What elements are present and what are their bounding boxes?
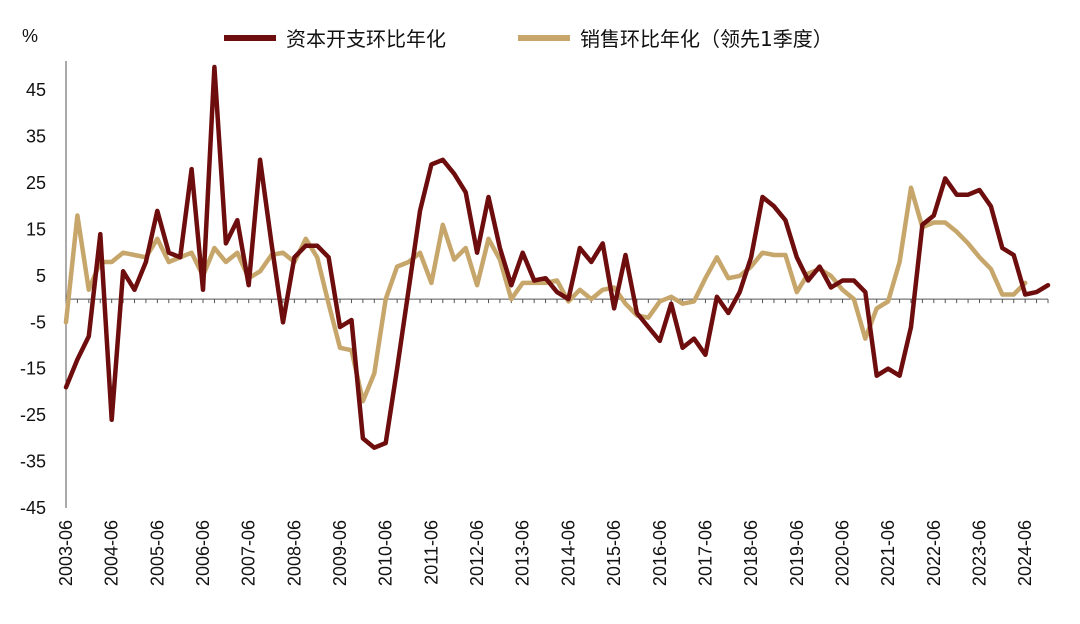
- series-line-capex: [63, 64, 1051, 450]
- x-axis: 2003-06 2004-06 2005-06 2006-06 2007-06 2008-…: [56, 298, 1049, 586]
- legend-label-sales: 销售环比年化（领先1季度）: [580, 27, 833, 51]
- x-tick-label: 2003-06: [56, 520, 76, 586]
- x-tick-label: 2004-06: [102, 520, 122, 586]
- y-tick-label: -5: [30, 312, 46, 332]
- x-tick-label: 2012-06: [467, 520, 487, 586]
- y-tick-label: -45: [20, 498, 46, 518]
- y-tick-label: -15: [20, 359, 46, 379]
- y-tick-label: -35: [20, 452, 46, 472]
- x-tick-label: 2013-06: [513, 520, 533, 586]
- x-tick-label: 2011-06: [421, 520, 441, 585]
- x-tick-label: 2019-06: [787, 520, 807, 586]
- x-tick-label: 2016-06: [650, 520, 670, 586]
- series-lines: [63, 64, 1051, 450]
- x-tick-label: 2010-06: [376, 520, 396, 586]
- legend-label-capex: 资本开支环比年化: [286, 27, 446, 51]
- x-tick-label: 2006-06: [193, 520, 213, 586]
- x-tick-label: 2007-06: [239, 520, 259, 586]
- x-tick-label: 2024-06: [1015, 520, 1035, 586]
- y-tick-label: 35: [26, 127, 46, 147]
- y-axis: 45 35 25 15 5 -5 -15 -25 -35 -45: [20, 61, 67, 518]
- x-tick-label: 2017-06: [695, 520, 715, 586]
- x-tick-label: 2021-06: [878, 520, 898, 586]
- legend: 资本开支环比年化 销售环比年化（领先1季度）: [224, 27, 833, 51]
- x-tick-label: 2022-06: [924, 520, 944, 586]
- x-tick-label: 2009-06: [330, 520, 350, 586]
- x-tick-label: 2018-06: [741, 520, 761, 586]
- x-tick-label: 2005-06: [147, 520, 167, 586]
- y-tick-label: 15: [26, 219, 46, 239]
- y-tick-label: -25: [20, 405, 46, 425]
- series-line-sales: [63, 185, 1028, 404]
- x-tick-label: 2014-06: [558, 520, 578, 586]
- y-unit-label: %: [22, 26, 38, 46]
- x-tick-label: 2023-06: [969, 520, 989, 586]
- y-tick-label: 5: [36, 266, 46, 286]
- y-tick-label: 25: [26, 173, 46, 193]
- y-tick-label: 45: [26, 80, 46, 100]
- x-tick-label: 2008-06: [284, 520, 304, 586]
- x-tick-label: 2020-06: [832, 520, 852, 586]
- x-tick-label: 2015-06: [604, 520, 624, 586]
